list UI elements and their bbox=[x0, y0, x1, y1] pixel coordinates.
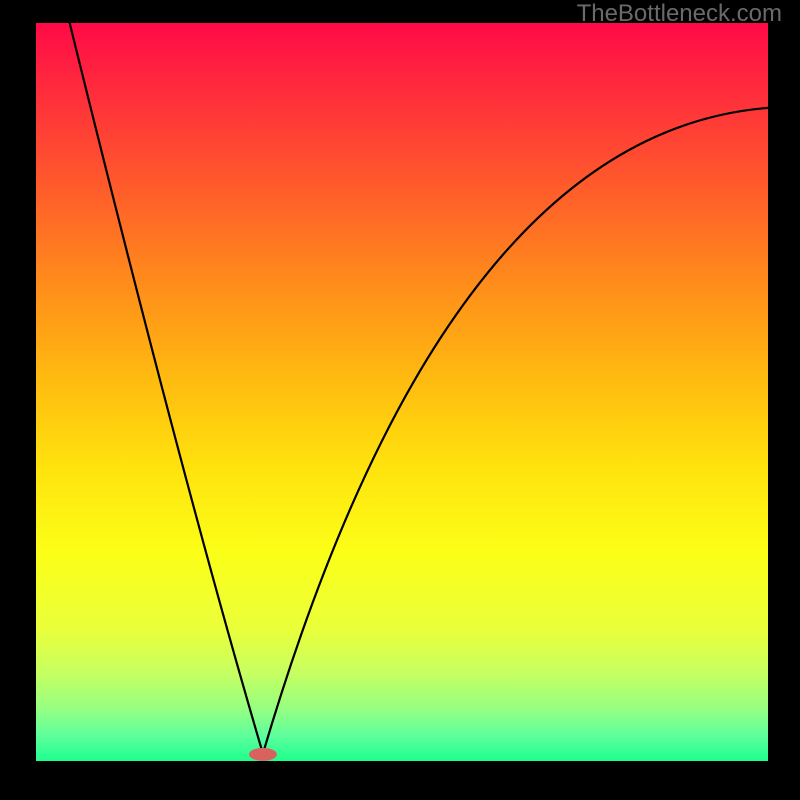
optimum-marker bbox=[249, 748, 277, 761]
chart-svg bbox=[0, 0, 800, 800]
chart-stage: TheBottleneck.com bbox=[0, 0, 800, 800]
plot-background bbox=[36, 23, 768, 761]
watermark-text: TheBottleneck.com bbox=[577, 0, 782, 28]
